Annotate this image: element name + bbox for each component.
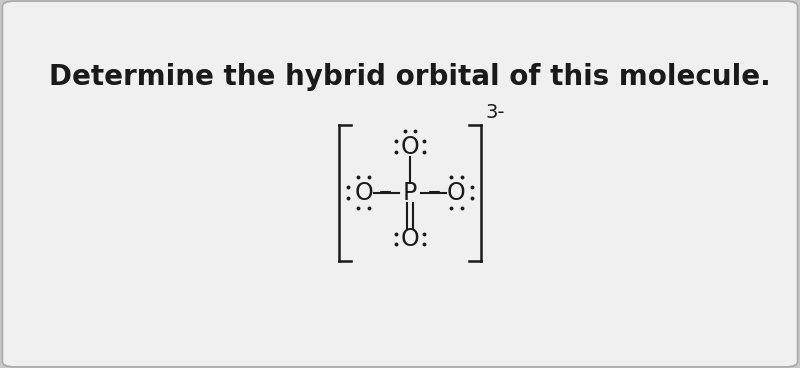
Text: O: O xyxy=(447,181,466,205)
Text: –: – xyxy=(428,179,442,205)
Text: –: – xyxy=(378,179,392,205)
Text: P: P xyxy=(403,181,417,205)
Text: O: O xyxy=(354,181,373,205)
Text: 3-: 3- xyxy=(486,103,506,122)
Text: O: O xyxy=(401,135,419,159)
Text: O: O xyxy=(401,227,419,251)
Text: Determine the hybrid orbital of this molecule.: Determine the hybrid orbital of this mol… xyxy=(49,63,771,91)
